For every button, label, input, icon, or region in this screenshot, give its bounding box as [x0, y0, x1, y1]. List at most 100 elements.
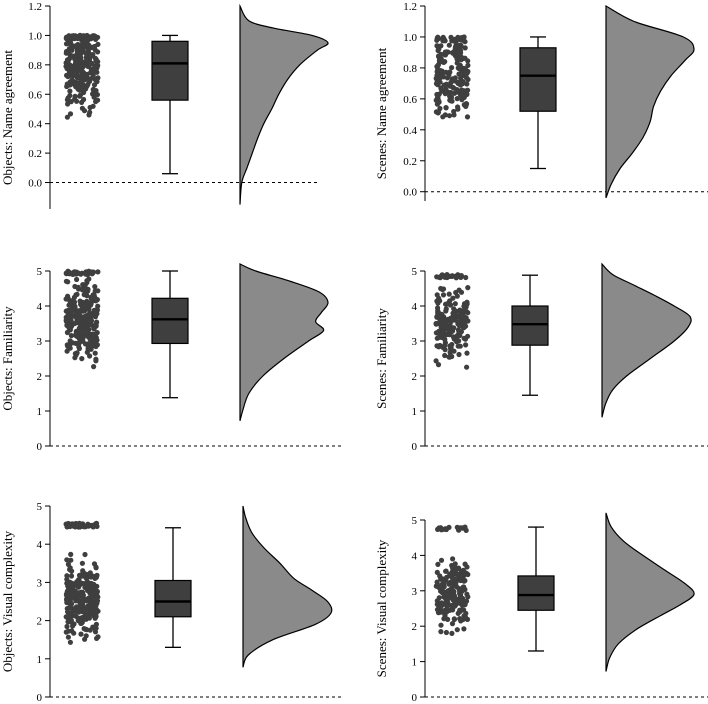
data-point [449, 630, 455, 637]
data-point [450, 588, 456, 594]
data-point [451, 108, 457, 115]
data-point [465, 333, 471, 339]
data-point [74, 84, 80, 90]
data-point [456, 587, 463, 593]
data-point [82, 39, 88, 45]
y-tick-label: 1.0 [403, 32, 417, 44]
data-point [445, 327, 451, 333]
data-point [452, 312, 458, 318]
data-point [74, 98, 80, 104]
data-point [464, 591, 470, 597]
data-point [448, 98, 454, 104]
data-point [90, 91, 96, 97]
data-point [64, 623, 70, 630]
y-tick-label: 1 [37, 654, 43, 666]
data-point [71, 630, 77, 636]
data-point [464, 114, 471, 120]
data-point [452, 308, 458, 314]
data-point [460, 318, 466, 324]
data-point [454, 87, 460, 93]
data-point [434, 607, 441, 613]
data-point [434, 292, 440, 298]
data-point [442, 352, 448, 359]
data-point [94, 635, 100, 642]
y-tick-label: 0 [412, 692, 418, 704]
data-point [93, 356, 99, 362]
data-point [84, 605, 90, 611]
data-point [93, 323, 99, 329]
data-point [73, 309, 79, 315]
data-point [67, 271, 73, 277]
data-point [66, 611, 72, 617]
data-point [92, 284, 98, 290]
y-tick-label: 1 [412, 406, 418, 418]
y-tick-label: 4 [37, 301, 43, 313]
data-point [447, 579, 453, 585]
raincloud-panel-3: 0 1 2 3 4 5 Objects: Familiarity [0, 263, 344, 453]
data-point [84, 581, 90, 587]
data-point [70, 340, 76, 346]
data-point [463, 342, 469, 348]
data-point [464, 364, 470, 370]
data-point [67, 639, 73, 645]
y-tick-label: 2 [412, 371, 418, 383]
data-point [456, 527, 462, 533]
data-point [464, 101, 470, 107]
data-point [76, 339, 83, 345]
data-point [94, 598, 101, 604]
data-point [69, 308, 75, 314]
data-point [93, 520, 100, 526]
data-point [462, 600, 468, 606]
data-point [443, 568, 449, 574]
y-tick-label: 1.0 [28, 30, 42, 42]
data-point [86, 112, 92, 118]
data-point [87, 61, 93, 67]
data-point [433, 358, 439, 364]
data-point [449, 273, 455, 279]
data-point [90, 573, 96, 579]
data-point [68, 99, 74, 105]
data-point [447, 93, 453, 99]
data-point [456, 323, 462, 329]
data-point [457, 36, 463, 42]
data-point [64, 329, 70, 336]
data-point [87, 78, 93, 84]
data-point [459, 97, 465, 103]
data-point [67, 111, 74, 117]
data-point [90, 293, 96, 299]
data-point [94, 307, 100, 313]
data-point [458, 577, 464, 584]
data-point [64, 573, 70, 579]
y-tick-label: 5 [37, 501, 43, 513]
data-point [64, 348, 70, 354]
data-point [442, 609, 448, 615]
data-point [78, 78, 84, 84]
iqr-box [151, 297, 189, 345]
data-point [76, 591, 82, 597]
data-point [435, 561, 441, 568]
data-point [440, 37, 446, 43]
data-point [464, 350, 470, 356]
data-point [77, 86, 83, 93]
data-point [460, 568, 466, 574]
data-point [74, 276, 80, 283]
data-point [455, 104, 461, 110]
y-tick-label: 3 [37, 577, 43, 589]
data-point [87, 341, 93, 347]
density-half-violin [605, 4, 695, 199]
data-point [64, 524, 70, 530]
data-point [451, 325, 457, 331]
data-point [77, 617, 83, 623]
data-point [63, 278, 69, 284]
data-point [442, 112, 448, 118]
data-point [461, 88, 467, 94]
data-point [63, 296, 69, 302]
data-point [462, 45, 468, 51]
data-point [93, 625, 99, 631]
data-point [77, 64, 83, 70]
y-tick-label: 1 [37, 406, 43, 418]
data-point [92, 288, 98, 294]
data-point [463, 315, 469, 321]
data-point [65, 40, 71, 46]
y-tick-label: 2 [37, 371, 43, 383]
